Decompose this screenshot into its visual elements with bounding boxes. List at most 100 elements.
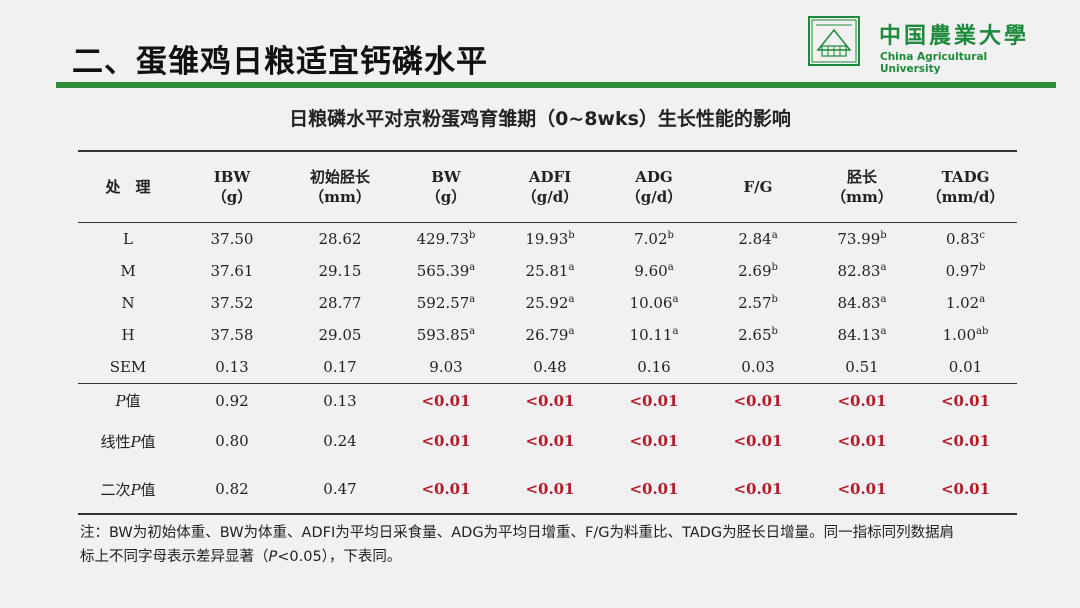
cell-value: 429.73 [416,230,470,248]
column-header: BW （g） [394,150,498,223]
column-header-unit: （g） [425,188,467,206]
title-divider [56,82,1056,88]
significance-letter: a [880,326,887,337]
cell-value: 2.69 [738,262,772,280]
significance-letter: b [568,230,575,241]
cell-value: 84.83 [837,294,881,312]
row-label-text: 线性 [100,432,131,451]
column-header-title: ADFI [528,168,572,186]
note-line-2-start: 标上不同字母表示差异显著（ [80,549,269,565]
table-cell: 0.16 [602,351,706,384]
row-label: SEM [78,351,178,384]
p-value-cell: <0.01 [810,465,914,515]
cell-value: 9.60 [634,262,668,280]
cell-value: 0.16 [637,358,671,376]
table-row: N 37.52 28.77 592.57a 25.92a 10.06a 2.57b 84.83… [78,287,1017,319]
logo-english-name: China Agricultural University [880,51,988,75]
significance-letter: a [880,294,887,305]
cell-value: 593.85 [416,326,470,344]
significance-letter: a [568,294,575,305]
cell-value: 25.92 [525,294,569,312]
p-value-cell: <0.01 [602,465,706,515]
significance-letter: a [568,326,575,337]
cell-value: 19.93 [525,230,569,248]
significance-letter: c [979,230,985,241]
table-cell: 0.97b [914,255,1017,287]
p-value-cell: 0.80 [215,432,249,450]
table-cell: 592.57a [394,287,498,319]
column-header: 初始胫长 （mm） [286,150,394,223]
column-header: ADFI （g/d） [498,150,602,223]
significance-letter: a [880,262,887,273]
cell-value: 7.02 [634,230,668,248]
table-cell: 0.17 [286,351,394,384]
p-value-cell: <0.01 [940,432,991,450]
p-value-cell: <0.01 [498,465,602,515]
significance-letter: ab [976,326,989,337]
p-value-cell: 0.13 [323,391,357,410]
row-label: N [121,294,135,312]
column-header-unit: （g） [211,188,253,206]
significance-letter: b [771,294,778,305]
column-header-title: 初始胫长 [309,168,370,186]
p-value-row: 线性P值 0.80 0.24 <0.01 <0.01 <0.01 <0.01 <0.01 <0.… [78,417,1017,465]
significance-letter: a [469,262,476,273]
column-header-title: 处 理 [105,178,151,196]
p-symbol: P [130,432,141,451]
column-header-title: ADG [635,168,673,186]
row-label: M [120,262,136,280]
column-header: TADG （mm/d） [914,150,1017,223]
note-p-symbol: P [268,549,278,565]
significance-letter: a [667,262,674,273]
column-header: F/G [706,150,810,223]
note-line-2: 标上不同字母表示差异显著（P<0.05），下表同。 [80,545,1015,569]
significance-letter: a [771,230,778,241]
p-value-cell: <0.01 [394,465,498,515]
cell-value: 0.13 [215,358,249,376]
table-note: 注：BW为初始体重、BW为体重、ADFI为平均日采食量、ADG为平均日增重、F/… [80,521,1015,569]
cell-value: 0.97 [945,262,979,280]
column-header-unit: （mm/d） [926,188,1005,206]
cell-value: 37.52 [210,294,254,312]
table-cell: 25.92a [498,287,602,319]
table-cell: 37.61 [178,255,286,287]
table-cell: 37.50 [178,223,286,256]
significance-letter: a [672,326,679,337]
cell-value: 2.57 [738,294,772,312]
table-cell: 10.06a [602,287,706,319]
table-cell: 2.69b [706,255,810,287]
significance-letter: b [469,230,476,241]
table-cell: 82.83a [810,255,914,287]
university-seal-icon [808,16,860,66]
p-symbol: P [130,480,141,499]
table-cell: 593.85a [394,319,498,351]
row-label-text: 二次 [100,480,131,499]
table-cell: 0.48 [498,351,602,384]
column-header-title: TADG [941,168,990,186]
cell-value: 0.17 [323,358,357,376]
significance-letter: a [568,262,575,273]
cell-value: 37.61 [210,262,254,280]
cell-value: 84.13 [837,326,881,344]
table-cell: 565.39a [394,255,498,287]
p-value-cell: <0.01 [837,432,887,450]
cell-value: 82.83 [837,262,881,280]
table-cell: 26.79a [498,319,602,351]
cell-value: 0.51 [845,358,879,376]
p-value-cell: 0.24 [323,432,357,450]
column-header: 胫长 （mm） [810,150,914,223]
table-cell: 2.57b [706,287,810,319]
table-cell: 73.99b [810,223,914,256]
table-cell: 429.73b [394,223,498,256]
p-value-cell: 0.92 [215,391,249,410]
cell-value: 0.01 [948,358,983,376]
table-cell: 28.62 [286,223,394,256]
p-value-cell: <0.01 [629,391,679,410]
p-value-cell: <0.01 [733,432,783,450]
column-header-unit: （g/d） [521,188,579,206]
cell-value: 10.06 [629,294,673,312]
row-label: L [123,230,133,248]
significance-letter: a [672,294,679,305]
table-cell: 19.93b [498,223,602,256]
table-cell: 1.00ab [914,319,1017,351]
